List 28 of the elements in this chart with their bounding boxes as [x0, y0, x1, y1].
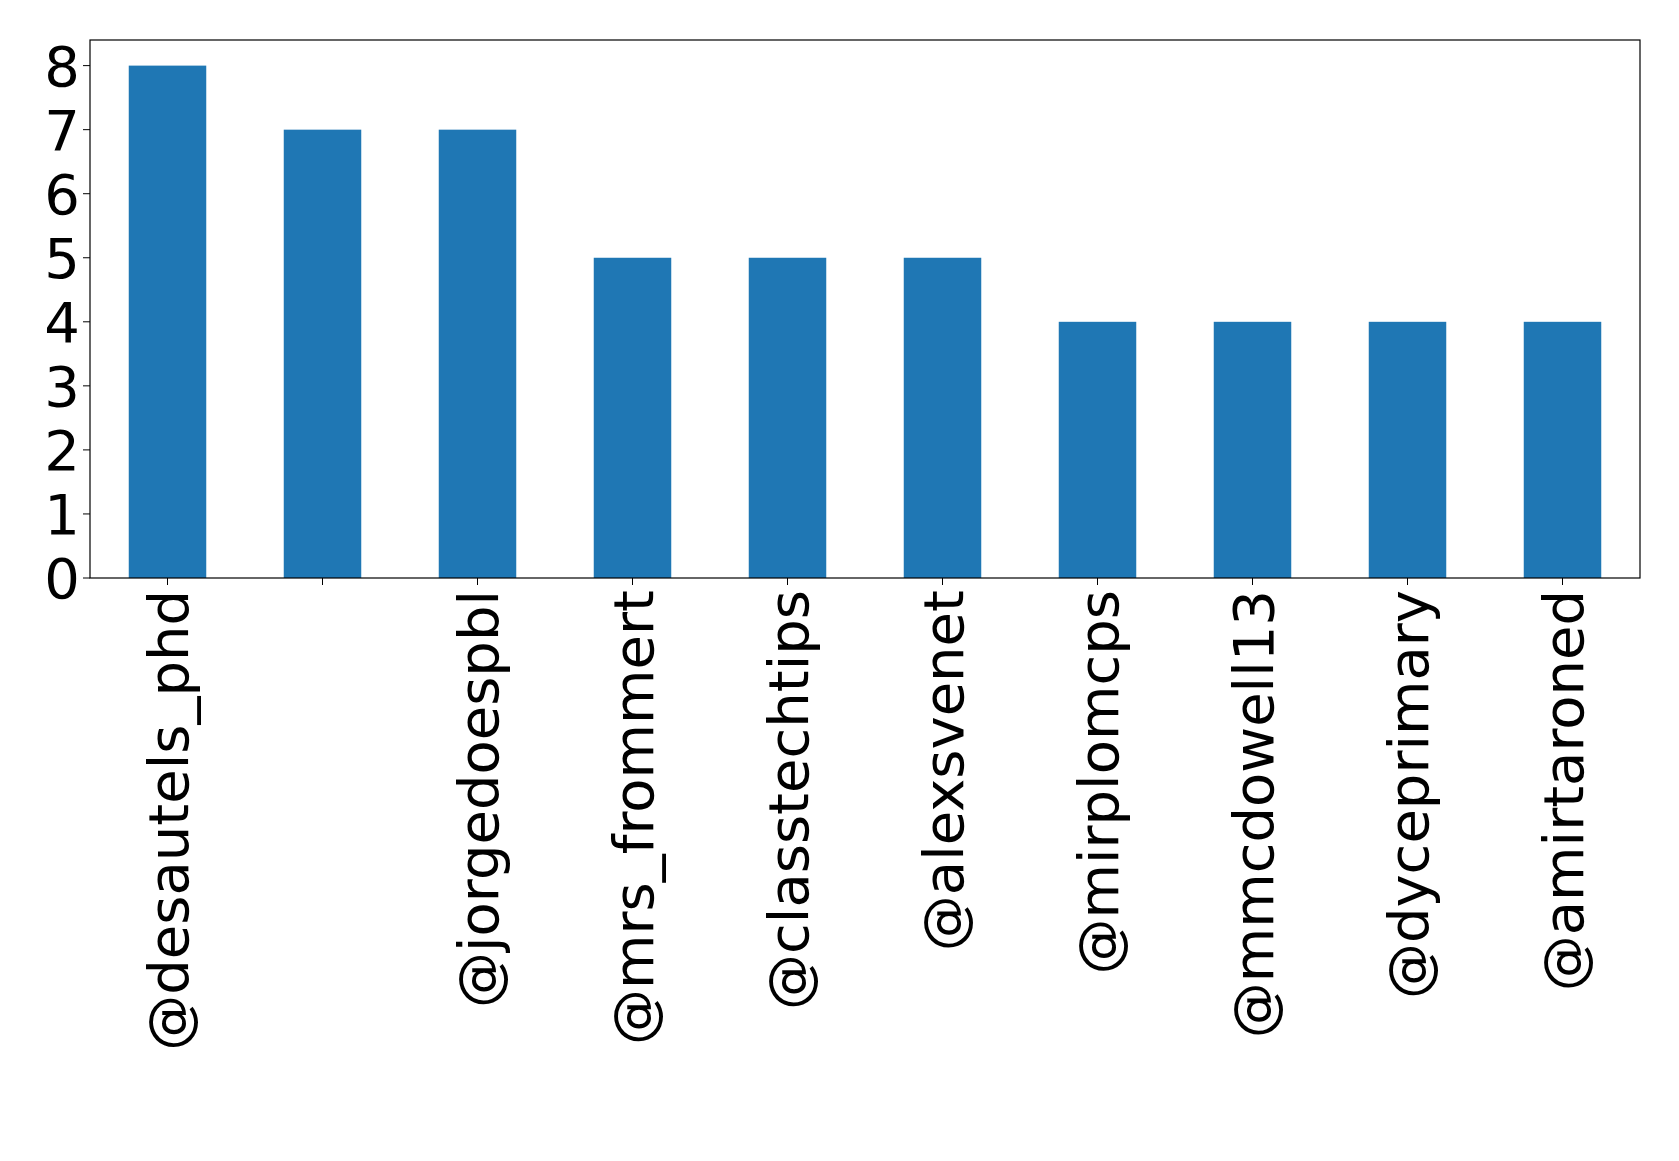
x-tick-label: @desautels_phd [135, 590, 201, 1051]
x-tick-label: @mmcdowell13 [1220, 590, 1286, 1039]
x-tick-label: @mirplomcps [1065, 590, 1131, 975]
x-tick-label: @alexsvenet [910, 590, 976, 952]
bar [438, 129, 517, 578]
y-tick-label: 0 [44, 546, 80, 612]
y-tick-label: 2 [44, 418, 80, 484]
y-tick-label: 4 [44, 289, 80, 355]
x-tick-label: @jorgedoespbl [445, 590, 511, 1008]
bar [1368, 321, 1447, 578]
x-tick-label: @classtechtips [755, 590, 821, 1010]
bar [283, 129, 362, 578]
x-tick-label: @mrs_frommert [600, 590, 666, 1046]
bar [128, 65, 207, 578]
x-tick-label: @amirtaroned [1530, 590, 1596, 992]
y-tick-label: 3 [44, 354, 80, 420]
bar [1213, 321, 1292, 578]
bar [903, 257, 982, 578]
y-tick-label: 5 [44, 225, 80, 291]
bar [1523, 321, 1602, 578]
bar [748, 257, 827, 578]
y-tick-label: 1 [44, 482, 80, 548]
x-tick-label: @dyceprimary [1375, 590, 1441, 1000]
y-tick-label: 6 [44, 161, 80, 227]
bar [593, 257, 672, 578]
y-tick-label: 8 [44, 33, 80, 99]
y-tick-label: 7 [44, 97, 80, 163]
bar [1058, 321, 1137, 578]
